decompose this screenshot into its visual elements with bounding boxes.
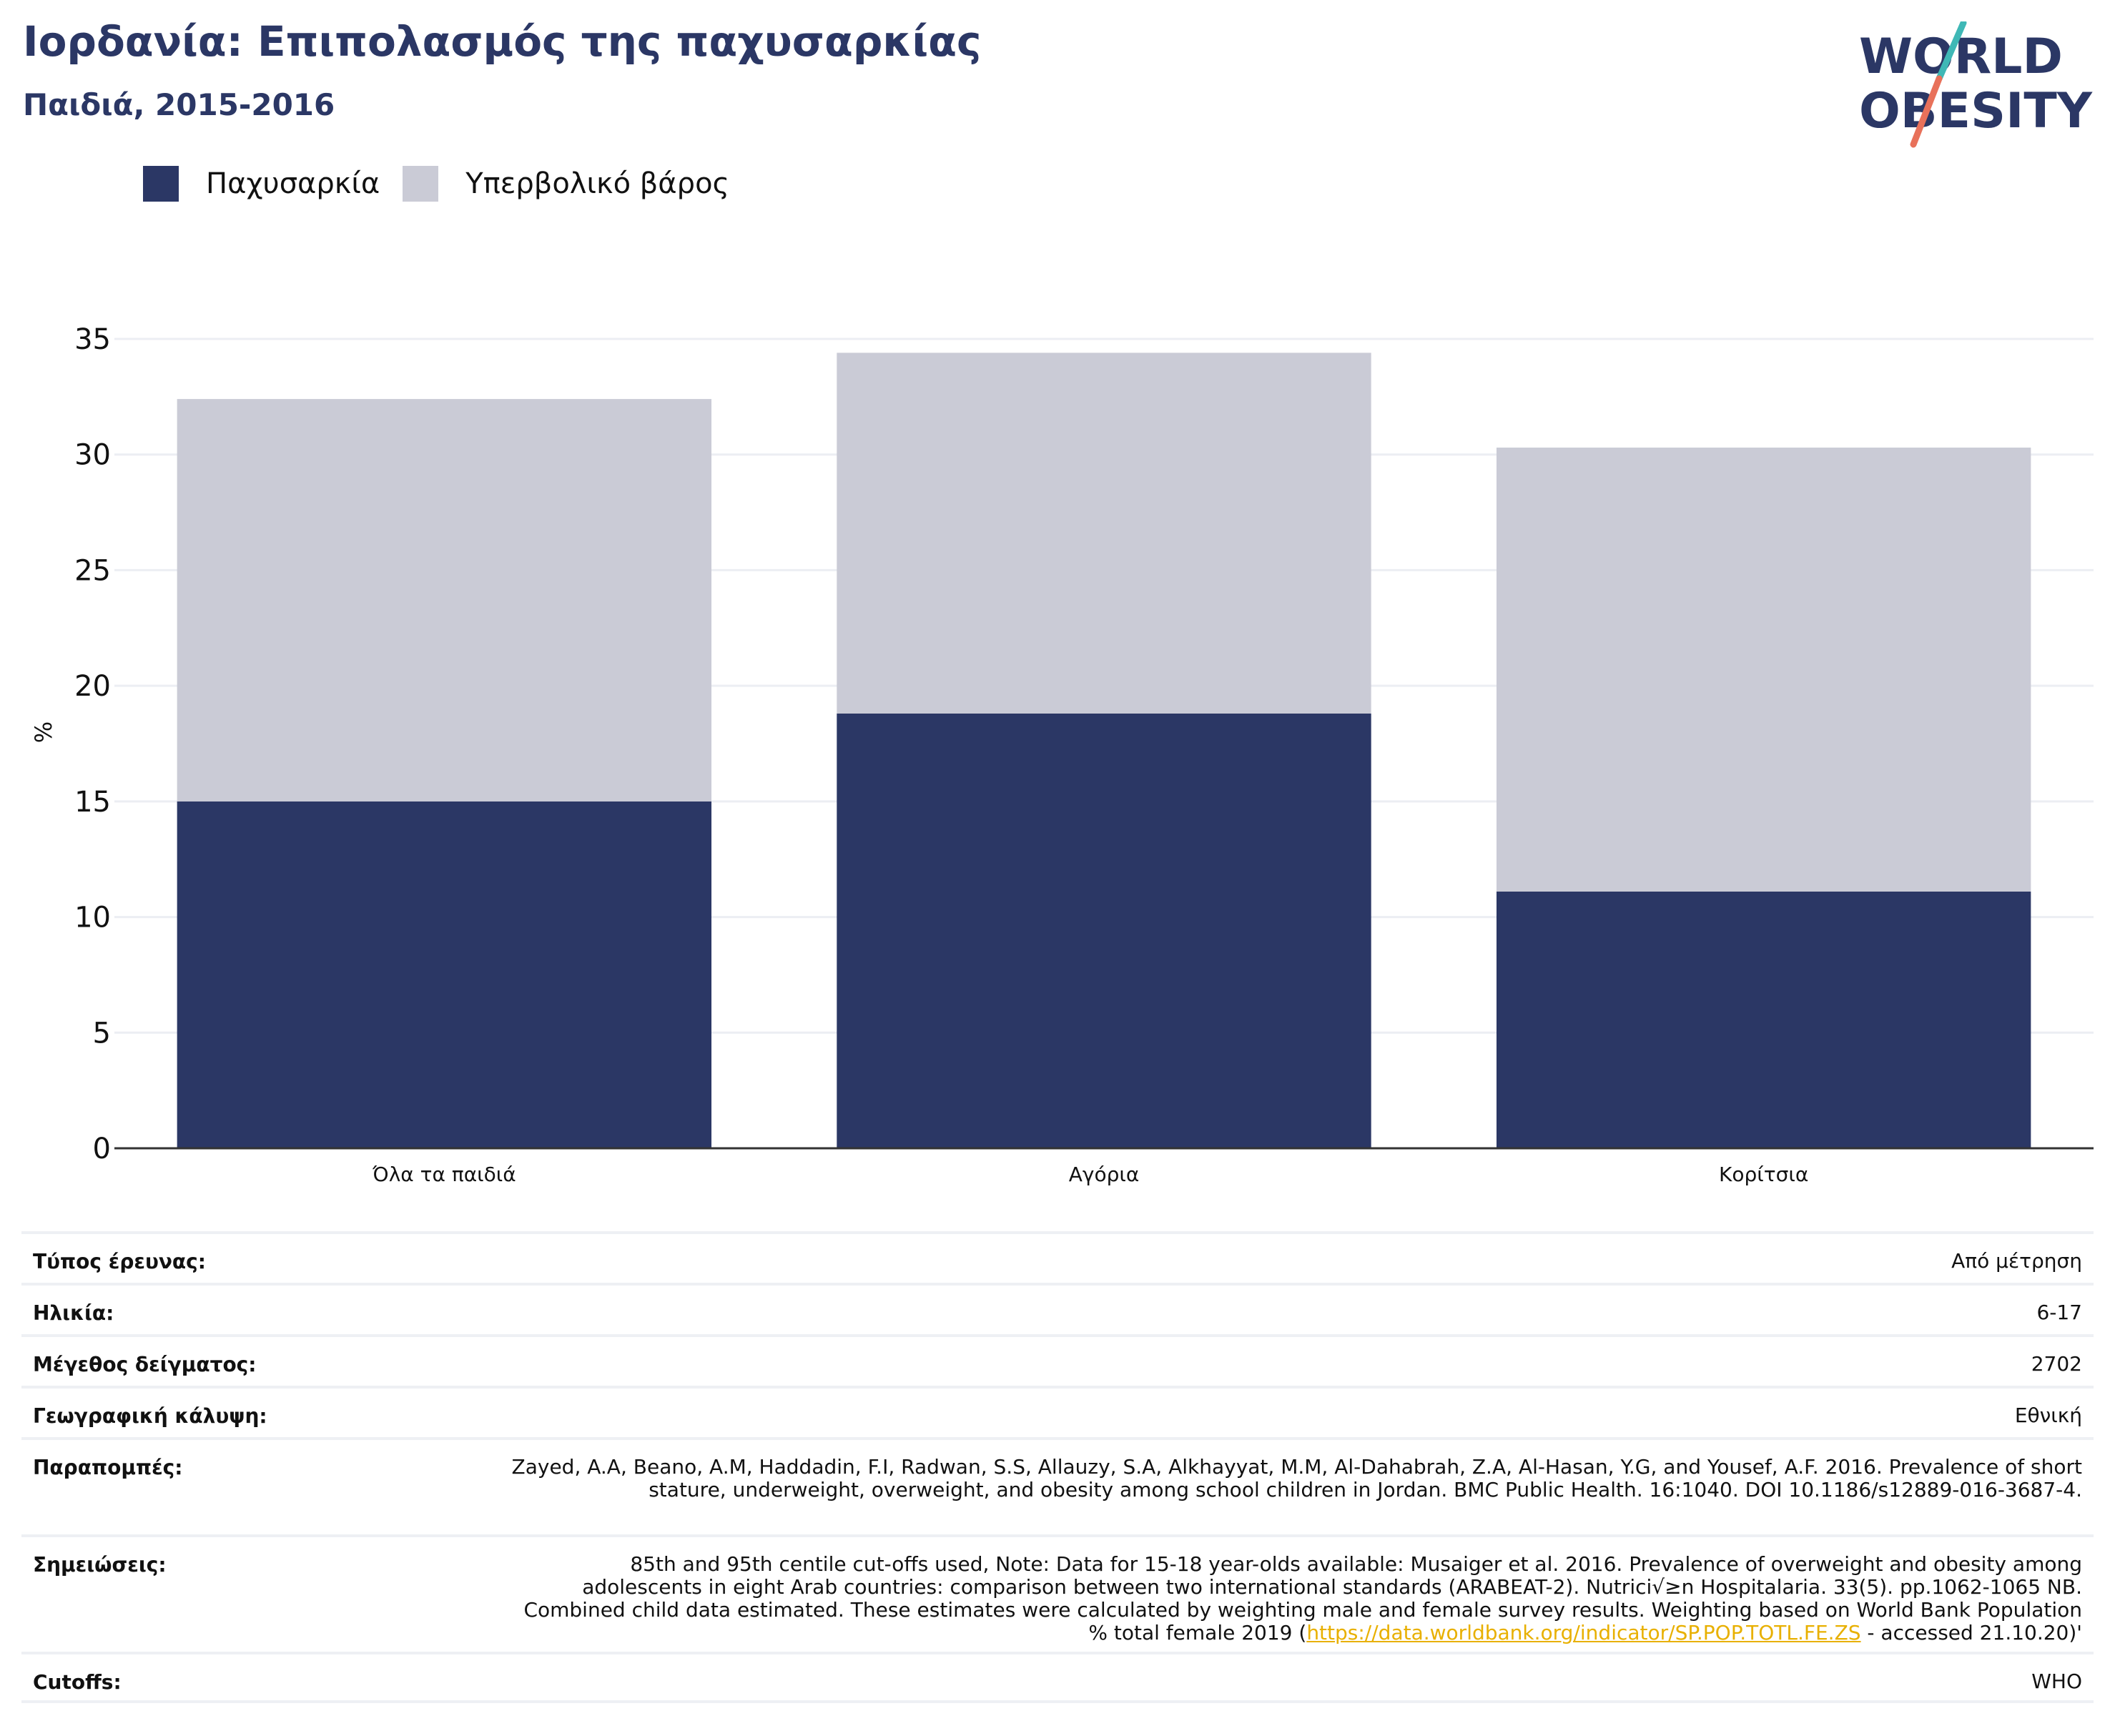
info-row: Μέγεθος δείγματος: 2702 xyxy=(21,1334,2094,1386)
logo-line-1: WORLD xyxy=(1859,29,2063,85)
info-value: 6-17 xyxy=(2036,1301,2082,1324)
x-tick-label: Αγόρια xyxy=(1069,1163,1140,1186)
info-row: Γεωγραφική κάλυψη: Εθνική xyxy=(21,1386,2094,1437)
x-tick-label: Κορίτσια xyxy=(1719,1163,1808,1186)
info-value-text: - accessed 21.10.20)' xyxy=(1860,1621,2082,1644)
info-value-text: 85th and 95th centile cut-offs used, Not… xyxy=(523,1552,2082,1644)
y-tick-label: 0 xyxy=(93,1133,111,1165)
info-row: Τύπος έρευνας: Από μέτρηση xyxy=(21,1231,2094,1283)
survey-info-table: Τύπος έρευνας: Από μέτρηση Ηλικία: 6-17 Μέγε… xyxy=(21,1231,2094,1703)
info-value: WHO xyxy=(2031,1670,2082,1693)
legend-swatch-overweight xyxy=(403,166,439,202)
x-tick-label: Όλα τα παιδιά xyxy=(372,1163,516,1186)
y-tick-label: 10 xyxy=(74,902,111,934)
info-label: Παραπομπές: xyxy=(33,1456,183,1479)
y-tick-label: 30 xyxy=(74,439,111,472)
legend-item-overweight: Υπερβολικό βάρος xyxy=(403,166,729,202)
legend-label-obesity: Παχυσαρκία xyxy=(206,167,380,200)
logo-line-2: OBESITY xyxy=(1859,83,2093,139)
y-tick-label: 20 xyxy=(74,670,111,703)
info-row: Ηλικία: 6-17 xyxy=(21,1283,2094,1334)
info-label: Σημειώσεις: xyxy=(33,1553,167,1577)
chart-legend: Παχυσαρκία Υπερβολικό βάρος xyxy=(143,166,752,202)
info-row: Παραπομπές: Zayed, A.A, Beano, A.M, Hadda… xyxy=(21,1437,2094,1534)
legend-item-obesity: Παχυσαρκία xyxy=(143,166,380,202)
logo-slash-bottom xyxy=(1910,75,1943,148)
info-label: Cutoffs: xyxy=(33,1670,122,1694)
y-tick-label: 5 xyxy=(93,1017,111,1050)
bar-overweight xyxy=(837,352,1371,714)
logo-slash-top xyxy=(1936,21,1967,82)
chart-title: Ιορδανία: Επιπολασμός της παχυσαρκίας xyxy=(23,17,982,66)
info-row: Σημειώσεις: 85th and 95th centile cut-off… xyxy=(21,1534,2094,1652)
info-value: Από μέτρηση xyxy=(1951,1249,2082,1273)
bar-obesity xyxy=(177,801,712,1148)
y-tick-label: 15 xyxy=(74,786,111,819)
info-value: 2702 xyxy=(2031,1352,2082,1376)
y-tick-label: 25 xyxy=(74,554,111,587)
info-value: Εθνική xyxy=(2014,1404,2082,1427)
info-label: Τύπος έρευνας: xyxy=(33,1250,206,1273)
info-label: Μέγεθος δείγματος: xyxy=(33,1353,257,1376)
legend-label-overweight: Υπερβολικό βάρος xyxy=(465,167,730,200)
bar-overweight xyxy=(1496,448,2031,892)
source-link[interactable]: https://data.worldbank.org/indicator/SP.… xyxy=(1306,1621,1861,1644)
bar-overweight xyxy=(177,399,712,802)
legend-swatch-obesity xyxy=(143,166,179,202)
y-axis-label: % xyxy=(30,721,57,743)
bar-obesity xyxy=(837,713,1371,1148)
info-value: Zayed, A.A, Beano, A.M, Haddadin, F.I, R… xyxy=(511,1455,2082,1501)
y-tick-label: 35 xyxy=(74,323,111,356)
bar-obesity xyxy=(1496,891,2031,1148)
bar-chart: 0 5 10 15 20 25 30 35% Όλα τα παιδιά Αγόρια Κορίτσ… xyxy=(30,323,2094,1186)
info-value: 85th and 95th centile cut-offs used, Not… xyxy=(509,1537,2094,1644)
info-label: Ηλικία: xyxy=(33,1301,114,1325)
world-obesity-logo: WORLD OBESITY xyxy=(1859,21,2093,148)
info-row: Cutoffs: WHO xyxy=(21,1652,2094,1703)
chart-subtitle: Παιδιά, 2015-2016 xyxy=(23,87,335,122)
info-label: Γεωγραφική κάλυψη: xyxy=(33,1404,267,1428)
